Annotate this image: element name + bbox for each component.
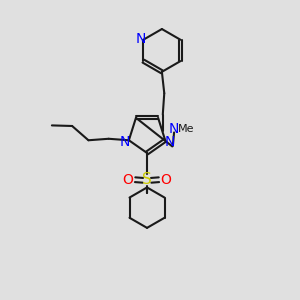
Text: N: N xyxy=(119,135,130,149)
Text: Me: Me xyxy=(178,124,194,134)
Text: N: N xyxy=(164,135,175,149)
Text: O: O xyxy=(123,173,134,187)
Text: N: N xyxy=(136,32,146,46)
Text: O: O xyxy=(160,173,172,187)
Text: S: S xyxy=(142,172,152,187)
Text: N: N xyxy=(169,122,179,136)
